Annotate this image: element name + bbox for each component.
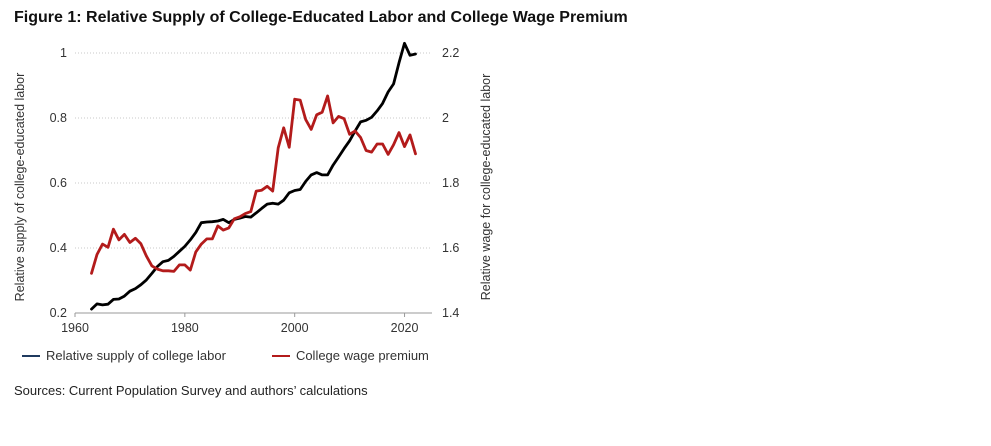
legend-label-supply: Relative supply of college labor <box>46 348 226 363</box>
x-tick-label: 2020 <box>391 321 419 335</box>
left-axis-title: Relative supply of college-educated labo… <box>13 73 27 302</box>
x-tick-label: 1960 <box>61 321 89 335</box>
right-axis-ticks: 1.4 1.6 1.8 2 2.2 <box>442 46 459 320</box>
source-note: Sources: Current Population Survey and a… <box>14 383 368 398</box>
legend-item-supply: Relative supply of college labor <box>22 348 226 363</box>
left-axis-ticks: 0.2 0.4 0.6 0.8 1 <box>50 46 67 320</box>
series-layer <box>90 41 417 311</box>
left-tick-label: 0.6 <box>50 176 67 190</box>
left-tick-label: 1 <box>60 46 67 60</box>
left-tick-label: 0.2 <box>50 306 67 320</box>
legend-swatch-wage <box>271 354 290 357</box>
x-tick-label: 1980 <box>171 321 199 335</box>
right-tick-label: 2 <box>442 111 449 125</box>
right-tick-label: 1.6 <box>442 241 459 255</box>
right-axis-title: Relative wage for college-educated labor <box>479 74 493 301</box>
legend-item-wage: College wage premium <box>271 348 429 363</box>
left-tick-label: 0.8 <box>50 111 67 125</box>
chart-title: Figure 1: Relative Supply of College-Edu… <box>14 9 628 26</box>
right-tick-label: 1.8 <box>442 176 459 190</box>
legend: Relative supply of college labor College… <box>22 348 475 363</box>
series-line-relative-supply <box>90 41 417 311</box>
gridlines <box>75 52 432 249</box>
x-tick-label: 2000 <box>281 321 309 335</box>
series-line-wage-premium <box>90 94 417 275</box>
left-tick-label: 0.4 <box>50 241 67 255</box>
x-axis-ticks: 1960 1980 2000 2020 <box>61 313 418 335</box>
legend-swatch-supply <box>22 354 40 357</box>
legend-label-wage: College wage premium <box>295 348 429 363</box>
right-tick-label: 2.2 <box>442 46 459 60</box>
right-tick-label: 1.4 <box>442 306 459 320</box>
